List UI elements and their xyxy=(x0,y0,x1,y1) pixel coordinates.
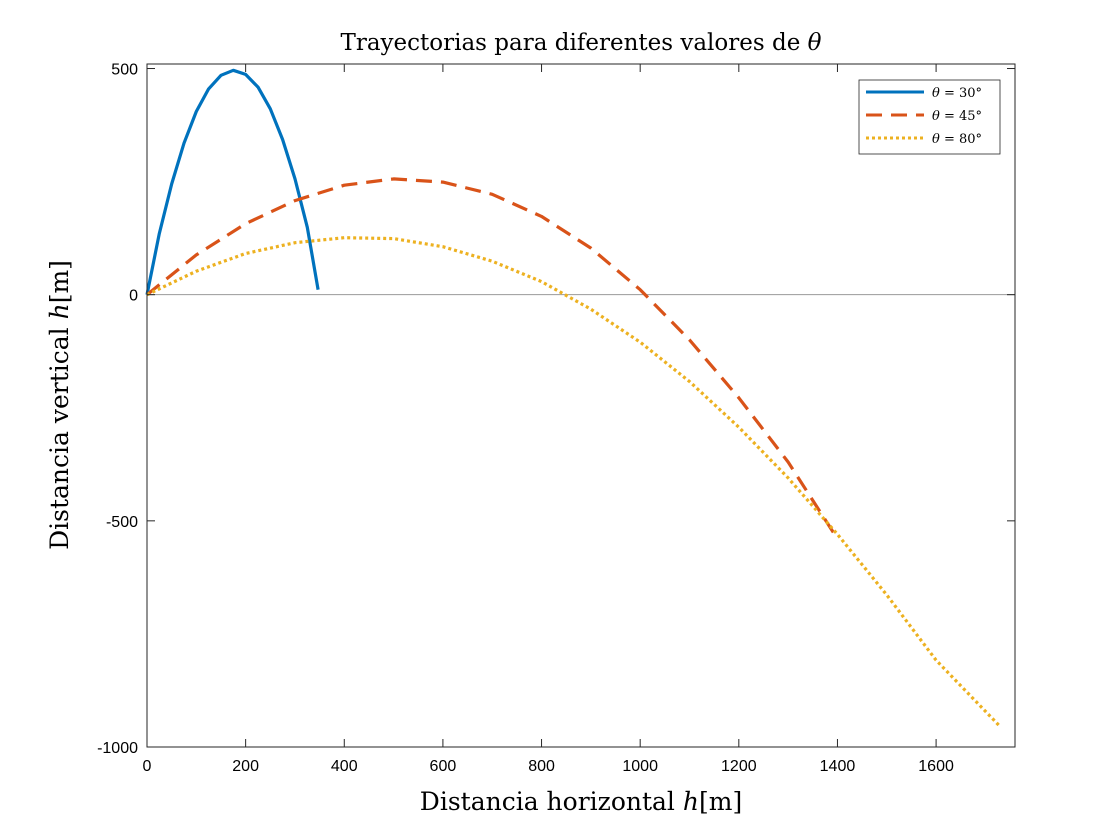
x-axis-label: Distancia horizontal h[m] xyxy=(420,787,742,816)
x-tick-label: 1400 xyxy=(820,758,856,775)
series-line-1 xyxy=(145,177,839,540)
plot-area xyxy=(147,64,1015,747)
series-line-2 xyxy=(146,236,1002,728)
chart-title: Trayectorias para diferentes valores de … xyxy=(341,30,822,56)
y-tick-label: 500 xyxy=(111,62,138,79)
x-tick-label: 1600 xyxy=(918,758,954,775)
x-tick-label: 400 xyxy=(331,758,358,775)
x-tick-label: 0 xyxy=(143,758,152,775)
legend-label-80: θ = 80° xyxy=(932,132,982,147)
y-tick-label: 0 xyxy=(129,288,138,305)
y-axis-label: Distancia vertical h[m] xyxy=(45,260,74,550)
plot-border xyxy=(146,63,1016,748)
x-tick-label: 600 xyxy=(430,758,457,775)
legend-label-45: θ = 45° xyxy=(932,109,982,124)
legend: θ = 30° θ = 45° θ = 80° xyxy=(858,79,1001,155)
series-line-0 xyxy=(145,68,320,296)
legend-label-30: θ = 30° xyxy=(932,86,982,101)
x-tick-label: 1200 xyxy=(721,758,757,775)
x-tick-label: 1000 xyxy=(622,758,658,775)
y-tick-label: -500 xyxy=(106,514,138,531)
y-tick-label: -1000 xyxy=(97,740,138,757)
x-tick-label: 800 xyxy=(528,758,555,775)
x-tick-label: 200 xyxy=(232,758,259,775)
